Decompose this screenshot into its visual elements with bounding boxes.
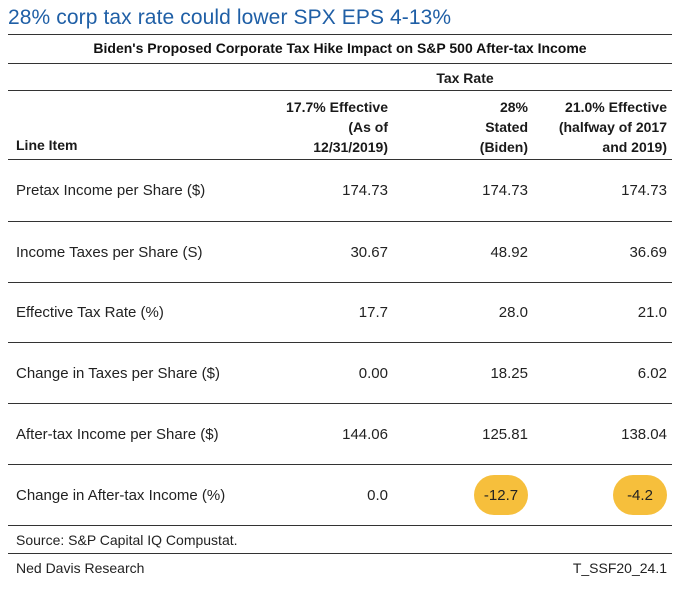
- column-header-effective-2019: 17.7% Effective (As of 12/31/2019): [286, 99, 388, 155]
- row-label: Change in Taxes per Share ($): [16, 365, 221, 382]
- divider: [8, 34, 672, 35]
- footer-code: T_SSF20_24.1: [572, 560, 667, 576]
- table-row: Effective Tax Rate (%) 17.7 28.0 21.0: [0, 282, 688, 344]
- divider: [8, 342, 672, 343]
- divider: [8, 282, 672, 283]
- table-row: Income Taxes per Share (S) 30.67 48.92 3…: [0, 222, 688, 284]
- divider: [8, 553, 672, 554]
- column-header-line-item: Line Item: [16, 137, 78, 153]
- cell-value: 174.73: [621, 182, 667, 199]
- table-title: Biden's Proposed Corporate Tax Hike Impa…: [93, 40, 587, 56]
- table-row: Change in Taxes per Share ($) 0.00 18.25…: [0, 343, 688, 405]
- table-row: Change in After-tax Income (%) 0.0 -12.7…: [0, 465, 688, 527]
- cell-value: 28.0: [498, 304, 528, 321]
- highlighted-cell-value: -12.7: [474, 475, 528, 515]
- cell-value: 17.7: [358, 304, 388, 321]
- divider: [8, 464, 672, 465]
- column-header-stated-biden: 28% Stated (Biden): [479, 99, 528, 155]
- row-label: Income Taxes per Share (S): [16, 244, 203, 261]
- table-row: Pretax Income per Share ($) 174.73 174.7…: [0, 160, 688, 222]
- cell-value: 0.0: [367, 487, 388, 504]
- cell-value: 21.0: [637, 304, 667, 321]
- tax-rate-group-header: Tax Rate: [436, 70, 494, 86]
- row-label: Pretax Income per Share ($): [16, 182, 206, 199]
- cell-value: 6.02: [637, 365, 667, 382]
- table-row: After-tax Income per Share ($) 144.06 12…: [0, 404, 688, 466]
- cell-value: 174.73: [342, 182, 388, 199]
- highlighted-cell-value: -4.2: [613, 475, 667, 515]
- cell-value: 144.06: [342, 426, 388, 443]
- cell-value: 138.04: [621, 426, 667, 443]
- cell-value: 174.73: [482, 182, 528, 199]
- row-label: Effective Tax Rate (%): [16, 304, 164, 321]
- row-label: After-tax Income per Share ($): [16, 426, 219, 443]
- divider: [8, 63, 672, 64]
- divider: [8, 525, 672, 526]
- cell-value: 0.00: [358, 365, 388, 382]
- cell-value: 48.92: [490, 244, 528, 261]
- divider: [8, 221, 672, 222]
- footer-publisher: Ned Davis Research: [16, 560, 145, 576]
- column-header-effective-halfway: 21.0% Effective (halfway of 2017 and 2019): [558, 99, 667, 155]
- source-note: Source: S&P Capital IQ Compustat.: [16, 532, 238, 548]
- row-label: Change in After-tax Income (%): [16, 487, 226, 504]
- cell-value: 36.69: [629, 244, 667, 261]
- divider: [8, 159, 672, 160]
- cell-value: 125.81: [482, 426, 528, 443]
- divider: [8, 90, 672, 91]
- headline: 28% corp tax rate could lower SPX EPS 4-…: [8, 6, 452, 29]
- divider: [8, 403, 672, 404]
- cell-value: 30.67: [350, 244, 388, 261]
- cell-value: 18.25: [490, 365, 528, 382]
